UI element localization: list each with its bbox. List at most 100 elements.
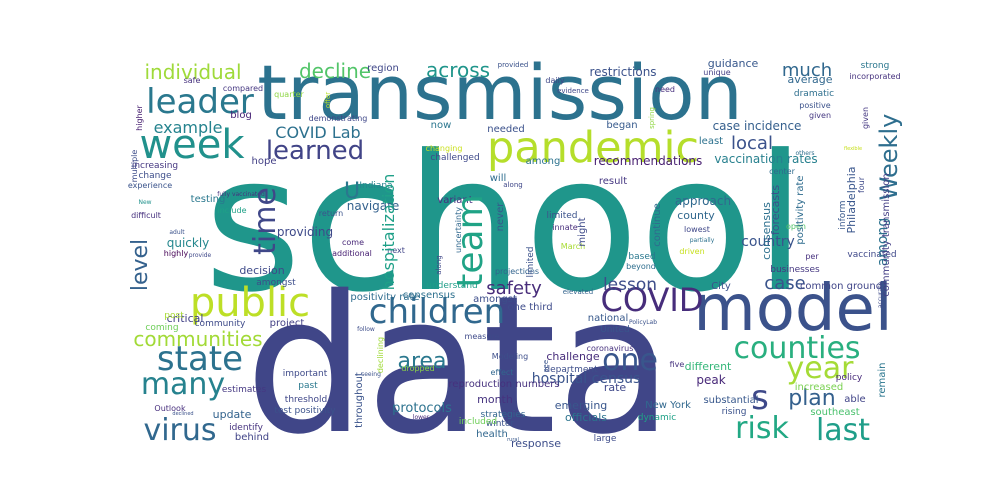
word-quickly: country bbox=[741, 234, 795, 250]
word-given: vaccinated bbox=[847, 250, 896, 260]
word-daily: incorporated bbox=[849, 72, 900, 81]
word-winter: substantial bbox=[703, 395, 758, 406]
word-strategies: southeast bbox=[810, 407, 859, 418]
word-decline: decline bbox=[299, 59, 371, 83]
word-Outlook: important bbox=[283, 369, 328, 379]
word-behind: past bbox=[298, 381, 318, 391]
word-able: post bbox=[164, 311, 184, 321]
word-coronavirus: partially bbox=[690, 237, 715, 244]
word-unique: given bbox=[809, 111, 831, 120]
word-driven: along bbox=[503, 181, 522, 189]
word-year: year bbox=[787, 351, 855, 386]
word-open: declining bbox=[376, 337, 385, 373]
word-limited: come bbox=[342, 238, 364, 247]
word-provided: strong bbox=[861, 61, 890, 71]
word-elevated: March bbox=[561, 242, 585, 251]
word-see: based bbox=[628, 252, 655, 262]
word-model: model bbox=[693, 272, 892, 346]
word-different: hospital census bbox=[532, 371, 641, 387]
word-COVID: COVID bbox=[601, 281, 704, 319]
word-lowest: uncertainty bbox=[454, 207, 463, 253]
word-update: emerging bbox=[555, 399, 608, 412]
word-Modeling: driven bbox=[679, 247, 704, 256]
word-time: time bbox=[248, 187, 283, 255]
word-southeast: coming bbox=[145, 323, 178, 333]
word-risk: risk bbox=[735, 411, 789, 446]
word-wanted: flexible bbox=[844, 146, 862, 152]
word-recommendations: among bbox=[526, 156, 561, 167]
word-challenge: City bbox=[711, 281, 731, 292]
word-higher: quarter bbox=[274, 90, 304, 99]
word-long: others bbox=[795, 150, 814, 157]
word-officials: different bbox=[685, 360, 732, 373]
word-blog: offer bbox=[324, 92, 332, 108]
word-public: public bbox=[190, 280, 310, 326]
word-uncertainty: Indiana bbox=[359, 181, 392, 191]
word-threshold: identify bbox=[229, 423, 263, 433]
word-decision: quickly bbox=[167, 236, 210, 250]
word-will: least bbox=[699, 136, 723, 147]
word-approach: case incidence bbox=[713, 119, 802, 133]
word-four: businesses bbox=[770, 265, 820, 275]
word-critical: decision bbox=[239, 264, 284, 277]
word-COVID-Lab: COVID Lab bbox=[275, 123, 360, 142]
word-hospitalization: hospitalization bbox=[379, 174, 398, 291]
word-changing: New bbox=[138, 199, 151, 206]
word-example: example bbox=[154, 118, 223, 137]
word-learned: learned bbox=[266, 136, 364, 166]
word-quarter: spring bbox=[648, 107, 656, 129]
word-safety: safety bbox=[486, 278, 542, 299]
word-post: behind bbox=[235, 432, 269, 443]
word-month: reproduction numbers bbox=[448, 379, 559, 390]
word-additional: changing bbox=[426, 144, 463, 153]
word-hope: demonstrating bbox=[309, 114, 368, 123]
word-nature: declined bbox=[172, 411, 193, 417]
word-vaccination-rates: restrictions bbox=[589, 65, 656, 79]
word-spring: dramatic bbox=[794, 89, 834, 99]
word-past: response bbox=[511, 437, 561, 450]
word-flexible: follow bbox=[357, 326, 375, 333]
word-pandemic: pandemic bbox=[487, 123, 699, 173]
word-lower: five bbox=[670, 360, 685, 369]
word-department: common ground bbox=[800, 281, 882, 292]
word-positivity-rate: Philadelphia bbox=[845, 166, 858, 233]
word-projections: limited bbox=[526, 246, 536, 277]
word-interpretation: rural bbox=[507, 437, 519, 443]
word-last: last bbox=[816, 413, 870, 448]
word-average: guidance bbox=[708, 57, 759, 70]
word-adult: experience bbox=[128, 181, 172, 190]
word-dramatic: inform bbox=[838, 200, 848, 229]
word-plan: plan bbox=[788, 386, 836, 411]
word-local: local bbox=[731, 133, 773, 154]
word-Indiana: include bbox=[218, 206, 247, 215]
word-multiple: compared bbox=[223, 84, 263, 93]
word-center: seeing bbox=[361, 371, 381, 378]
word-week: week bbox=[139, 122, 245, 168]
word-dropped: beyond bbox=[626, 262, 656, 271]
word-s: s bbox=[751, 378, 769, 418]
word-leader: leader bbox=[146, 82, 254, 122]
word-innate: additional bbox=[332, 249, 372, 258]
word-incorporated: four bbox=[857, 176, 866, 193]
word-Philadelphia: continue bbox=[652, 203, 663, 246]
word-protocols: peak bbox=[696, 373, 725, 387]
word-still: center bbox=[769, 167, 795, 176]
word-increased: project bbox=[270, 318, 305, 329]
word-navigate: providing bbox=[277, 225, 333, 239]
word-guidance: forecasts bbox=[769, 185, 782, 235]
word-team: team bbox=[450, 194, 491, 287]
word-inform: large bbox=[594, 434, 617, 444]
word-providing: critical bbox=[167, 312, 204, 325]
word-dynamic: able bbox=[844, 394, 865, 405]
word-remain: one third bbox=[507, 302, 552, 313]
word-vaccinated: winter bbox=[486, 419, 515, 429]
word-now: region bbox=[367, 63, 399, 74]
word-declined: understand bbox=[426, 281, 478, 291]
word-response: officials bbox=[565, 411, 607, 424]
word-consensus: positivity rate bbox=[795, 175, 806, 244]
word-variant: result bbox=[599, 176, 627, 187]
word-transmission: transmission bbox=[257, 48, 743, 137]
word-March: next bbox=[387, 246, 405, 255]
word-five: see bbox=[542, 360, 550, 372]
word-children: children bbox=[369, 292, 505, 332]
